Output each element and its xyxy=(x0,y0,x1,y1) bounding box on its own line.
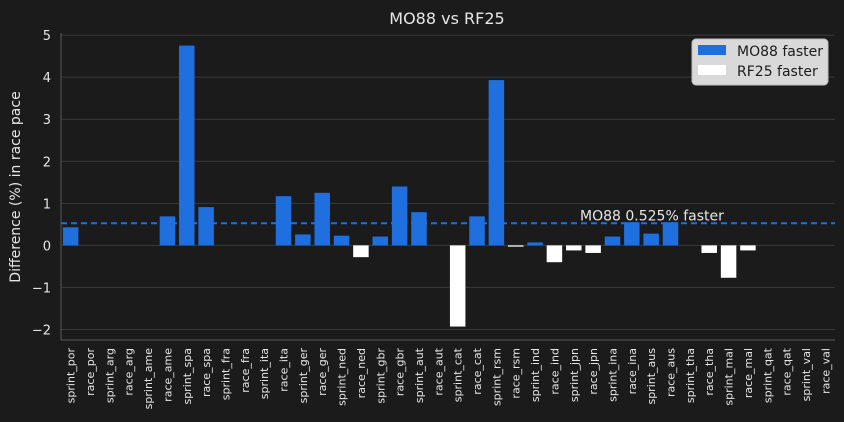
bar-race_ger xyxy=(314,192,330,246)
bar-sprint_gbr xyxy=(372,236,389,246)
bar-race_ita xyxy=(275,196,292,246)
x-tick-label: race_qat xyxy=(781,347,794,395)
y-tick-label: −2 xyxy=(32,323,51,338)
y-tick-label: 3 xyxy=(43,113,51,128)
x-tick-label: sprint_ind xyxy=(529,348,542,402)
bars xyxy=(62,45,756,327)
y-tick-label: 4 xyxy=(43,71,51,86)
x-tick-label: sprint_mal xyxy=(723,348,736,406)
bar-race_gbr xyxy=(391,186,408,246)
bar-race_ame xyxy=(159,216,176,246)
bar-sprint_rsm xyxy=(488,80,505,246)
x-tick-label: sprint_por xyxy=(65,348,78,404)
bar-race_spa xyxy=(198,207,214,246)
x-tick-label: sprint_cat xyxy=(452,347,465,402)
x-tick-label: race_aut xyxy=(432,347,445,395)
x-tick-label: race_val xyxy=(819,348,832,394)
axes xyxy=(60,33,835,341)
bar-sprint_mal xyxy=(720,245,737,278)
bar-sprint_spa xyxy=(179,45,195,246)
y-tick-label: 0 xyxy=(43,239,51,254)
x-tick-label: race_ita xyxy=(278,348,291,392)
x-tick-label: race_ame xyxy=(161,348,174,402)
legend-label: MO88 faster xyxy=(737,44,823,60)
x-tick-label: race_arg xyxy=(123,348,136,396)
y-axis-title: Difference (%) in race pace xyxy=(8,91,24,282)
x-tick-label: race_fra xyxy=(239,348,252,393)
x-tick-label: sprint_ina xyxy=(606,348,619,402)
y-tick-label: −1 xyxy=(32,281,51,296)
bar-sprint_por xyxy=(62,227,79,246)
x-tick-label: race_mal xyxy=(742,348,755,398)
x-tick-label: race_gbr xyxy=(394,348,407,397)
x-tick-label: race_rsm xyxy=(510,348,523,399)
y-tick-label: 1 xyxy=(43,197,51,212)
bar-race_mal xyxy=(740,245,756,251)
reference-line-label: MO88 0.525% faster xyxy=(580,208,724,224)
x-tick-label: race_jpn xyxy=(587,348,600,395)
x-tick-label: sprint_aut xyxy=(413,347,426,403)
chart-title: MO88 vs RF25 xyxy=(389,9,504,28)
x-tick-label: sprint_tha xyxy=(684,348,697,403)
bar-race_cat xyxy=(469,216,485,246)
bar-sprint_ger xyxy=(295,234,311,246)
x-tick-label: sprint_ame xyxy=(142,348,155,410)
bar-sprint_aut xyxy=(411,212,427,246)
x-tick-label: race_cat xyxy=(471,347,484,394)
x-tick-label: sprint_val xyxy=(800,348,813,401)
legend-swatch xyxy=(698,45,726,55)
x-tick-label: sprint_rsm xyxy=(490,348,503,406)
bar-race_rsm xyxy=(507,245,524,247)
bar-sprint_ind xyxy=(527,242,543,246)
x-tick-label: sprint_ned xyxy=(336,348,349,406)
x-tick-label: sprint_ita xyxy=(258,348,271,399)
x-tick-label: sprint_ger xyxy=(297,348,310,404)
x-tick-label: sprint_spa xyxy=(181,348,194,405)
bar-race_ned xyxy=(353,245,369,258)
legend: MO88 faster RF25 faster xyxy=(691,38,829,86)
bar-sprint_ned xyxy=(333,235,350,246)
legend-swatch xyxy=(698,65,726,75)
reference-line-group: MO88 0.525% faster xyxy=(61,208,835,225)
x-tick-label: sprint_gbr xyxy=(374,348,387,404)
x-tick-label: race_ind xyxy=(548,348,561,395)
bar-sprint_jpn xyxy=(566,245,582,251)
x-tick-label: sprint_jpn xyxy=(568,348,581,402)
x-tick-label: sprint_arg xyxy=(103,348,116,403)
bar-race_tha xyxy=(701,245,717,253)
bar-race_jpn xyxy=(585,245,601,253)
bar-race_ina xyxy=(624,222,640,246)
x-tick-label: race_tha xyxy=(703,348,716,396)
x-tick-label: sprint_aus xyxy=(645,348,658,405)
bar-sprint_ina xyxy=(604,236,621,246)
x-tick-label: sprint_fra xyxy=(219,348,232,400)
x-tick-label: race_spa xyxy=(200,348,213,397)
x-tick-label: race_ger xyxy=(316,348,329,396)
x-tick-label: race_ned xyxy=(355,348,368,398)
x-tick-label: race_aus xyxy=(665,348,678,397)
bar-sprint_aus xyxy=(643,233,659,246)
x-tick-label: race_ina xyxy=(626,348,639,394)
bar-race_ind xyxy=(546,245,563,263)
bar-sprint_cat xyxy=(449,245,466,327)
x-tick-labels: sprint_por race_por sprint_arg race_arg spri… xyxy=(65,347,833,409)
bar-race_aus xyxy=(662,222,679,246)
y-tick-labels: −2 −1 0 1 2 3 4 5 xyxy=(32,29,51,338)
x-tick-label: race_por xyxy=(84,348,97,396)
legend-label: RF25 faster xyxy=(737,64,818,80)
y-tick-label: 2 xyxy=(43,155,51,170)
y-tick-label: 5 xyxy=(43,29,51,44)
x-tick-label: sprint_qat xyxy=(761,347,774,403)
